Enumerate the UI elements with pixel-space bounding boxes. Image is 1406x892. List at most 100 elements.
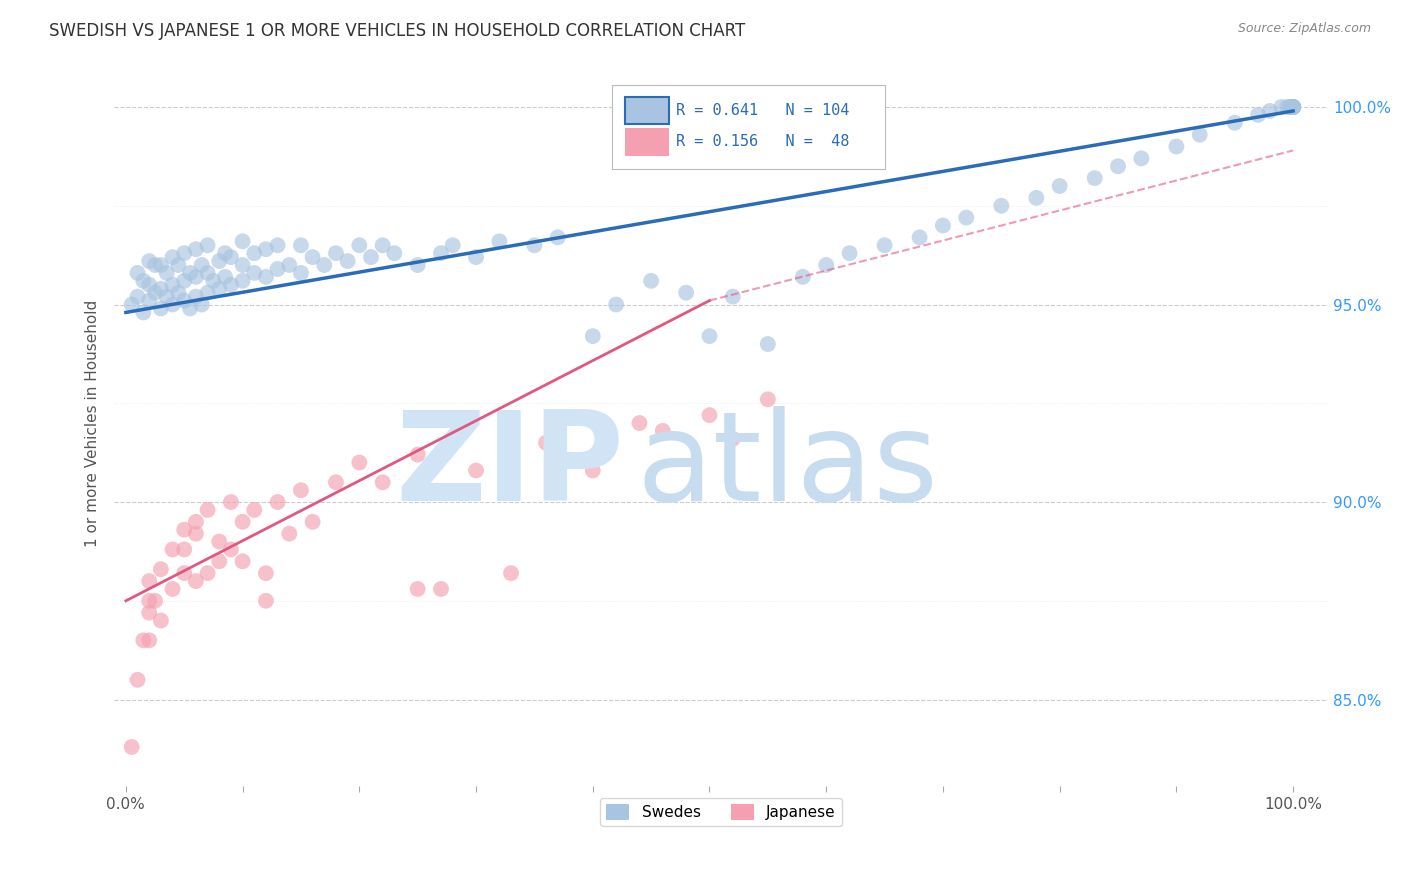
Point — [640, 274, 662, 288]
Point — [1166, 139, 1188, 153]
Point — [325, 246, 347, 260]
Point — [406, 582, 429, 596]
Point — [756, 337, 779, 351]
Point — [278, 258, 301, 272]
Point — [156, 290, 179, 304]
Point — [173, 542, 195, 557]
Point — [173, 246, 195, 260]
Point — [721, 432, 744, 446]
Point — [488, 235, 510, 249]
Text: R = 0.641   N = 104: R = 0.641 N = 104 — [676, 103, 849, 118]
FancyBboxPatch shape — [626, 128, 669, 155]
Point — [179, 301, 201, 316]
Point — [1247, 108, 1270, 122]
Point — [1282, 100, 1305, 114]
Point — [190, 258, 212, 272]
Point — [138, 277, 160, 292]
Point — [349, 238, 371, 252]
Point — [699, 329, 721, 343]
Point — [441, 238, 464, 252]
Point — [184, 290, 207, 304]
Point — [167, 285, 190, 300]
Point — [582, 463, 605, 477]
Point — [301, 515, 323, 529]
Point — [232, 274, 254, 288]
Point — [1107, 159, 1129, 173]
Point — [266, 495, 288, 509]
Point — [254, 594, 277, 608]
Point — [266, 262, 288, 277]
Point — [1277, 100, 1299, 114]
Point — [127, 673, 149, 687]
Point — [149, 614, 172, 628]
Point — [162, 250, 184, 264]
Point — [232, 235, 254, 249]
Point — [792, 269, 814, 284]
Text: Source: ZipAtlas.com: Source: ZipAtlas.com — [1237, 22, 1371, 36]
Point — [990, 199, 1012, 213]
Point — [143, 285, 166, 300]
Point — [127, 290, 149, 304]
Point — [1282, 100, 1305, 114]
Point — [290, 483, 312, 498]
Point — [815, 258, 838, 272]
Point — [184, 515, 207, 529]
Point — [1282, 100, 1305, 114]
Point — [1281, 100, 1303, 114]
Point — [184, 269, 207, 284]
Point — [360, 250, 382, 264]
Point — [325, 475, 347, 490]
Point — [121, 739, 143, 754]
Point — [1258, 103, 1281, 118]
Point — [499, 566, 522, 581]
FancyBboxPatch shape — [612, 85, 884, 169]
Point — [1282, 100, 1305, 114]
Point — [138, 633, 160, 648]
Point — [1282, 100, 1305, 114]
Point — [138, 293, 160, 308]
Point — [1282, 100, 1305, 114]
Point — [197, 285, 219, 300]
Text: SWEDISH VS JAPANESE 1 OR MORE VEHICLES IN HOUSEHOLD CORRELATION CHART: SWEDISH VS JAPANESE 1 OR MORE VEHICLES I… — [49, 22, 745, 40]
Point — [371, 238, 394, 252]
Point — [214, 246, 236, 260]
Point — [162, 277, 184, 292]
Point — [406, 258, 429, 272]
Point — [873, 238, 896, 252]
Point — [232, 554, 254, 568]
Point — [143, 258, 166, 272]
Point — [138, 254, 160, 268]
Point — [138, 574, 160, 588]
Point — [132, 633, 155, 648]
Point — [290, 266, 312, 280]
Point — [173, 566, 195, 581]
Point — [605, 297, 627, 311]
Point — [290, 238, 312, 252]
Point — [254, 242, 277, 256]
Point — [1130, 152, 1153, 166]
Point — [1278, 100, 1301, 114]
Point — [932, 219, 955, 233]
Point — [149, 282, 172, 296]
Point — [214, 269, 236, 284]
Point — [582, 329, 605, 343]
Point — [208, 254, 231, 268]
Point — [167, 258, 190, 272]
Point — [547, 230, 569, 244]
Point — [371, 475, 394, 490]
Point — [162, 297, 184, 311]
Point — [232, 258, 254, 272]
Point — [149, 562, 172, 576]
Point — [1025, 191, 1047, 205]
Point — [121, 297, 143, 311]
Point — [173, 523, 195, 537]
Point — [1282, 100, 1305, 114]
Point — [149, 258, 172, 272]
Point — [1188, 128, 1211, 142]
Point — [197, 503, 219, 517]
Point — [219, 250, 242, 264]
Point — [721, 290, 744, 304]
Point — [149, 301, 172, 316]
Point — [756, 392, 779, 407]
Point — [138, 606, 160, 620]
